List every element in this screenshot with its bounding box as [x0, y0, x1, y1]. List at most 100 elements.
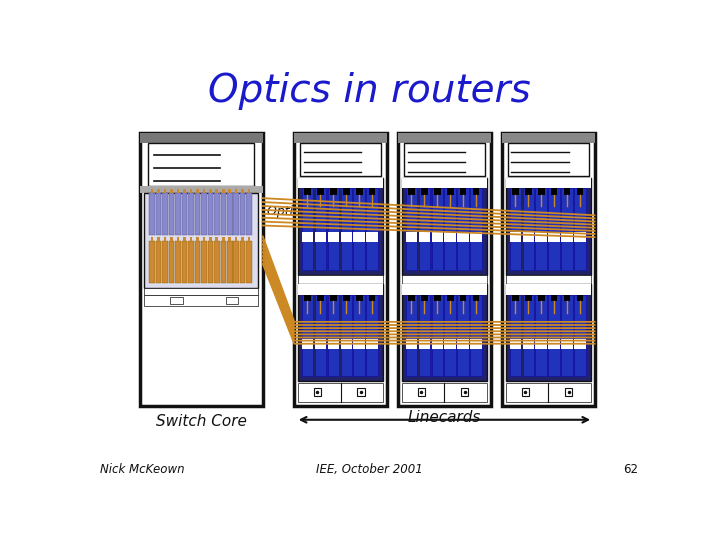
Bar	[235, 237, 238, 240]
Bar	[302, 232, 313, 242]
Bar	[330, 188, 337, 195]
Bar	[298, 275, 383, 284]
Bar	[564, 295, 570, 301]
Bar	[145, 288, 258, 295]
Bar	[402, 178, 487, 188]
Bar	[457, 339, 469, 349]
Bar	[294, 132, 387, 143]
Bar	[176, 190, 179, 193]
Bar	[241, 190, 244, 193]
Bar	[444, 339, 456, 349]
Bar	[220, 240, 226, 282]
Bar	[447, 295, 454, 301]
Bar	[398, 132, 490, 143]
Bar	[405, 232, 417, 242]
Bar	[248, 237, 251, 240]
Bar	[341, 232, 352, 242]
Bar	[196, 190, 199, 193]
Bar	[512, 188, 518, 195]
Bar	[162, 240, 168, 282]
Bar	[156, 240, 161, 282]
Bar	[305, 188, 311, 195]
Bar	[175, 193, 181, 235]
Bar	[318, 295, 324, 301]
Bar	[575, 188, 585, 270]
Bar	[189, 190, 192, 193]
Bar	[341, 339, 352, 349]
Bar	[330, 295, 337, 301]
Bar	[214, 193, 220, 235]
Bar	[402, 383, 487, 402]
Bar	[549, 232, 559, 242]
Bar	[536, 339, 547, 349]
Text: Optics in routers: Optics in routers	[207, 72, 531, 111]
Bar	[444, 188, 456, 270]
Bar	[473, 188, 480, 195]
Bar	[369, 295, 375, 301]
Bar	[176, 237, 179, 240]
Bar	[405, 295, 417, 376]
Bar	[575, 339, 585, 349]
Bar	[246, 240, 252, 282]
Bar	[148, 144, 254, 186]
Bar	[248, 190, 251, 193]
Bar	[188, 193, 194, 235]
Bar	[366, 295, 378, 376]
Bar	[398, 132, 490, 406]
Bar	[354, 188, 365, 270]
Bar	[233, 240, 239, 282]
Bar	[444, 232, 456, 242]
Bar	[470, 188, 482, 270]
Bar	[523, 232, 534, 242]
Bar	[341, 295, 352, 376]
Bar	[215, 237, 218, 240]
Bar	[202, 190, 205, 193]
Bar	[506, 383, 591, 402]
Bar	[356, 188, 362, 195]
Bar	[302, 188, 313, 270]
Bar	[220, 193, 226, 235]
Bar	[298, 178, 383, 188]
Bar	[523, 339, 534, 349]
Bar	[354, 339, 365, 349]
Bar	[369, 188, 375, 195]
Bar	[202, 237, 205, 240]
Text: Linecards: Linecards	[408, 410, 481, 425]
Bar	[157, 190, 160, 193]
Bar	[228, 190, 231, 193]
Bar	[209, 237, 212, 240]
Bar	[510, 339, 521, 349]
Bar	[523, 188, 534, 270]
Bar	[163, 190, 166, 193]
Bar	[181, 240, 187, 282]
Bar	[508, 143, 589, 176]
Bar	[447, 188, 454, 195]
Bar	[298, 178, 383, 275]
Bar	[431, 295, 443, 376]
Bar	[140, 132, 263, 144]
Bar	[209, 190, 212, 193]
Bar	[233, 193, 239, 235]
Bar	[227, 193, 233, 235]
Bar	[145, 193, 258, 288]
Text: 62: 62	[624, 463, 639, 476]
Bar	[302, 339, 313, 349]
Bar	[196, 237, 199, 240]
Bar	[156, 193, 161, 235]
Bar	[536, 232, 547, 242]
Bar	[457, 295, 469, 376]
Bar	[575, 295, 585, 376]
Bar	[444, 295, 456, 376]
Bar	[366, 232, 378, 242]
Bar	[506, 284, 591, 295]
Bar	[549, 295, 559, 376]
Bar	[538, 295, 544, 301]
Bar	[168, 240, 174, 282]
Bar	[402, 178, 487, 275]
Bar	[536, 188, 547, 270]
Bar	[140, 132, 263, 406]
Bar	[577, 188, 583, 195]
Bar	[150, 190, 153, 193]
Bar	[318, 188, 324, 195]
Bar	[366, 339, 378, 349]
